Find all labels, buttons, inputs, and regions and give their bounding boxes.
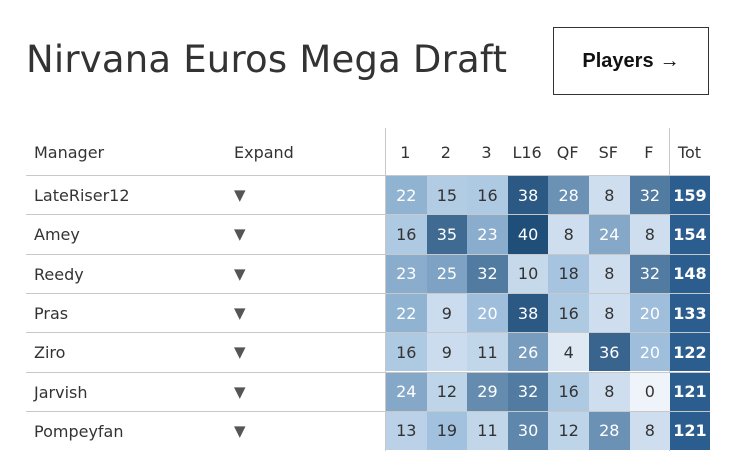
total-cell: 148 [670, 254, 710, 293]
score-cell: 40 [507, 215, 549, 254]
row-divider [26, 253, 710, 255]
total-cell: 159 [670, 176, 710, 215]
score-cell: 22 [386, 176, 427, 215]
header-round-l16: L16 [512, 143, 542, 162]
score-cell: 0 [629, 372, 671, 411]
row-divider [26, 292, 710, 294]
score-cell: 20 [629, 333, 671, 372]
score-cell: 12 [548, 411, 589, 451]
score-cell: 23 [467, 215, 508, 254]
score-cell: 29 [467, 372, 508, 411]
score-cell: 18 [548, 254, 589, 293]
score-cell: 12 [426, 372, 468, 411]
total-cell: 121 [670, 372, 710, 411]
score-cell: 24 [589, 215, 630, 254]
score-cell: 8 [548, 215, 589, 254]
page-title: Nirvana Euros Mega Draft [26, 38, 508, 81]
header-expand: Expand [234, 143, 294, 162]
score-cell: 4 [548, 333, 589, 372]
manager-name: Pompeyfan [34, 421, 124, 441]
score-cell: 38 [507, 293, 549, 333]
score-cell: 32 [467, 254, 508, 293]
score-cell: 11 [467, 333, 508, 372]
column-divider [385, 128, 386, 452]
expand-triangle-icon[interactable]: ▼ [234, 225, 246, 244]
total-cell: 133 [670, 293, 710, 333]
score-cell: 24 [386, 372, 427, 411]
arrow-right-icon: → [659, 49, 680, 72]
header-round-qf: QF [556, 143, 579, 162]
score-cell: 8 [629, 411, 671, 451]
manager-name: Ziro [34, 343, 66, 363]
score-cell: 16 [548, 293, 589, 333]
expand-triangle-icon[interactable]: ▼ [234, 303, 246, 322]
players-button-label: Players [582, 49, 654, 72]
score-cell: 35 [426, 215, 468, 254]
row-divider [26, 371, 710, 373]
manager-name: Pras [34, 303, 69, 323]
expand-triangle-icon[interactable]: ▼ [234, 264, 246, 283]
total-cell: 122 [670, 333, 710, 372]
header-round-sf: SF [598, 143, 618, 162]
score-cell: 28 [589, 411, 630, 451]
row-divider [26, 332, 710, 334]
header-round-2: 2 [440, 143, 451, 162]
score-cell: 22 [386, 293, 427, 333]
score-cell: 19 [426, 411, 468, 451]
score-cell: 9 [426, 333, 468, 372]
total-cell: 154 [670, 215, 710, 254]
score-cell: 9 [426, 293, 468, 333]
score-cell: 16 [548, 372, 589, 411]
score-cell: 8 [629, 215, 671, 254]
row-divider [26, 410, 710, 412]
score-cell: 16 [386, 333, 427, 372]
header-manager: Manager [34, 143, 105, 162]
score-cell: 30 [507, 411, 549, 451]
score-cell: 8 [589, 372, 630, 411]
score-cell: 32 [507, 372, 549, 411]
expand-triangle-icon[interactable]: ▼ [234, 382, 246, 401]
score-cell: 32 [629, 254, 671, 293]
score-cell: 28 [548, 176, 589, 215]
header-round-3: 3 [481, 143, 492, 162]
header-round-f: F [644, 143, 654, 162]
manager-name: Jarvish [34, 382, 88, 402]
score-cell: 16 [386, 215, 427, 254]
expand-triangle-icon[interactable]: ▼ [234, 186, 246, 204]
header-round-1: 1 [400, 143, 411, 162]
score-cell: 15 [426, 176, 468, 215]
players-button[interactable]: Players → [553, 27, 709, 95]
total-cell: 121 [670, 411, 710, 451]
score-cell: 8 [589, 293, 630, 333]
score-cell: 10 [507, 254, 549, 293]
row-divider [26, 214, 710, 216]
score-cell: 20 [629, 293, 671, 333]
score-cell: 25 [426, 254, 468, 293]
expand-triangle-icon[interactable]: ▼ [234, 421, 246, 440]
header-round-tot: Tot [677, 143, 702, 162]
row-divider [26, 175, 710, 176]
score-cell: 13 [386, 411, 427, 451]
score-cell: 11 [467, 411, 508, 451]
manager-name: Amey [34, 225, 80, 245]
manager-name: LateRiser12 [34, 186, 130, 205]
score-cell: 32 [629, 176, 671, 215]
score-cell: 20 [467, 293, 508, 333]
score-cell: 23 [386, 254, 427, 293]
score-cell: 8 [589, 176, 630, 215]
manager-name: Reedy [34, 264, 84, 284]
score-cell: 36 [589, 333, 630, 372]
score-cell: 38 [507, 176, 549, 215]
score-cell: 26 [507, 333, 549, 372]
score-cell: 16 [467, 176, 508, 215]
expand-triangle-icon[interactable]: ▼ [234, 343, 246, 362]
score-cell: 8 [589, 254, 630, 293]
